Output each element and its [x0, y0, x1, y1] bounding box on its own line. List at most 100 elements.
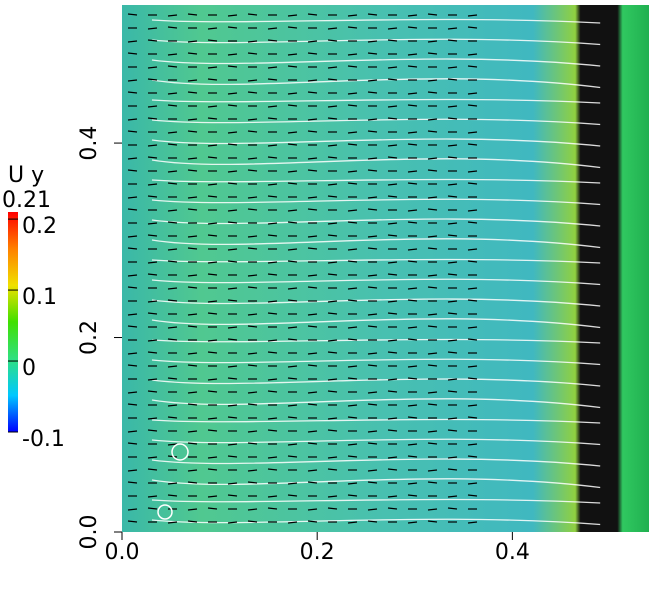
vector-arrow [287, 494, 298, 497]
vector-arrow [207, 195, 218, 198]
vortex [171, 443, 189, 461]
vector-arrow [147, 183, 158, 186]
vector-arrow [207, 429, 218, 432]
vector-arrow [247, 520, 258, 523]
vector-arrow [407, 416, 418, 419]
vector-arrow [127, 352, 138, 355]
vector-arrow [167, 14, 178, 17]
vector-arrow [427, 208, 438, 211]
vector-arrow [287, 521, 298, 524]
vector-arrow [367, 520, 378, 523]
vector-arrow [267, 351, 278, 354]
vector-arrow [367, 91, 378, 94]
streamlines [151, 18, 601, 526]
vector-arrow [167, 92, 178, 95]
vector-arrow [427, 391, 438, 394]
colorbar-tick-label: 0.1 [22, 285, 57, 310]
vector-arrow [407, 443, 418, 446]
vector-arrow [407, 260, 418, 263]
vector-arrow [147, 27, 158, 30]
streamline [151, 238, 601, 249]
vector-arrow [207, 468, 218, 471]
vector-arrow [387, 183, 398, 186]
vector-arrow [427, 364, 438, 367]
vector-arrow [247, 403, 258, 406]
vector-arrow [207, 39, 218, 42]
vector-arrow [367, 40, 378, 43]
vector-arrow [467, 221, 478, 224]
vector-arrow [327, 507, 338, 510]
vector-arrow [227, 338, 238, 341]
vector-arrow [187, 196, 198, 199]
vector-arrow [227, 443, 238, 446]
vector-arrow [327, 234, 338, 237]
vector-arrow [347, 416, 358, 419]
vector-arrow [167, 260, 178, 263]
vector-arrow [127, 91, 138, 94]
vector-arrow [267, 417, 278, 420]
vector-arrow [467, 92, 478, 95]
vector-arrow [247, 247, 258, 250]
vector-arrow [207, 273, 218, 276]
vector-arrow [367, 157, 378, 160]
vector-arrow [467, 248, 478, 251]
vector-arrow [447, 300, 458, 303]
vector-arrow [387, 507, 398, 510]
vector-arrow [267, 378, 278, 381]
vector-arrow [427, 196, 438, 199]
vector-arrow [187, 469, 198, 472]
vector-arrow [387, 312, 398, 315]
vector-arrow [387, 456, 398, 459]
vector-arrow [447, 39, 458, 42]
vector-arrow [127, 235, 138, 238]
vector-arrow [427, 79, 438, 82]
vector-arrow [307, 52, 318, 55]
vector-arrow [347, 299, 358, 302]
vector-arrow [387, 429, 398, 432]
vector-arrow [287, 14, 298, 17]
vector-arrow [327, 390, 338, 393]
streamline [151, 378, 601, 387]
vector-arrow [447, 78, 458, 81]
vector-arrow [367, 79, 378, 82]
vector-arrow [267, 66, 278, 69]
vector-arrow [467, 404, 478, 407]
vector-arrow [327, 78, 338, 81]
vector-arrow [247, 352, 258, 355]
streamline [151, 18, 601, 24]
vector-arrow [407, 404, 418, 407]
vector-arrow [407, 338, 418, 341]
vector-arrow [247, 469, 258, 472]
vector-arrow [427, 130, 438, 133]
vector-arrow [367, 442, 378, 445]
vector-arrow [347, 221, 358, 224]
vector-arrow [207, 144, 218, 147]
vector-arrow [327, 261, 338, 264]
vector-arrow [167, 65, 178, 68]
vector-arrow [227, 299, 238, 302]
vector-arrow [347, 53, 358, 56]
vector-arrow [227, 287, 238, 290]
vector-arrow [187, 508, 198, 511]
vector-arrow [447, 222, 458, 225]
streamline [151, 78, 601, 89]
vector-arrow [367, 325, 378, 328]
x-tick-label: 0.2 [300, 540, 335, 565]
vector-arrow [287, 65, 298, 68]
vector-arrow [407, 65, 418, 68]
streamline [151, 358, 601, 366]
vector-arrow [407, 209, 418, 212]
vector-arrow [227, 494, 238, 497]
vector-arrow [387, 105, 398, 108]
vector-arrow [287, 248, 298, 251]
vector-arrow [227, 65, 238, 68]
vector-arrow [327, 183, 338, 186]
vector-arrow [447, 390, 458, 393]
vector-arrow [307, 508, 318, 511]
vector-arrow [207, 378, 218, 381]
vector-arrow [467, 377, 478, 380]
vector-arrow [427, 247, 438, 250]
vector-arrow [127, 52, 138, 55]
vector-arrow [367, 430, 378, 433]
vector-arrow [427, 442, 438, 445]
